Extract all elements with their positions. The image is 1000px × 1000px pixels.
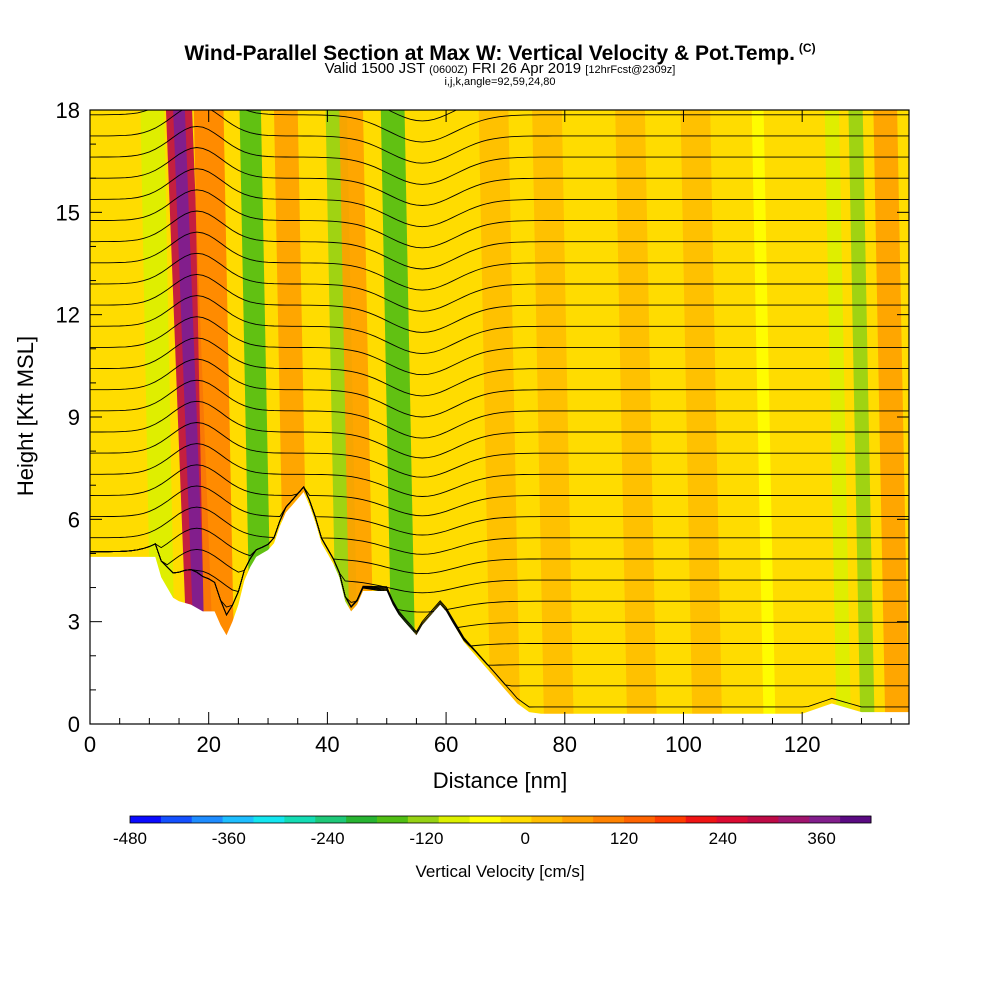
x-tick-label: 100 (665, 732, 702, 757)
colorbar-swatch (685, 816, 718, 823)
x-tick-label: 80 (553, 732, 577, 757)
isentrope-line (90, 486, 909, 647)
isentrope-line (90, 168, 909, 228)
isentrope-line (90, 147, 909, 206)
colorbar-swatch (747, 816, 779, 823)
isentrope-line (90, 273, 909, 333)
isentrope-line (90, 485, 909, 536)
colorbar-swatch (160, 816, 193, 823)
isentrope-line (90, 231, 909, 291)
colorbar-swatch (469, 816, 501, 823)
colorbar-swatch (500, 816, 532, 823)
colorbar-swatch (716, 816, 748, 823)
isentrope-line (90, 252, 909, 312)
x-tick-label: 40 (315, 732, 339, 757)
y-tick-label: 3 (68, 610, 80, 635)
chart-subtitle: Valid 1500 JST (0600Z) FRI 26 Apr 2019 [… (324, 60, 676, 77)
y-tick-label: 9 (68, 405, 80, 430)
isentrope-line (90, 358, 909, 418)
velocity-band (824, 110, 851, 724)
colorbar-frame (129, 815, 872, 824)
isentrope-line (90, 422, 909, 478)
velocity-band (615, 110, 657, 724)
colorbar-swatch (315, 816, 347, 823)
isentrope-line (90, 400, 909, 459)
velocity-band (680, 110, 723, 724)
colorbar-swatch (531, 816, 563, 823)
isentrope-line (90, 486, 909, 613)
pot-temp-contours (90, 110, 909, 708)
velocity-band (532, 110, 574, 724)
colorbar-swatch (840, 816, 872, 823)
y-tick-label: 18 (56, 98, 80, 123)
colorbar-swatch (562, 816, 594, 823)
velocity-band (848, 110, 875, 724)
isentrope-line (90, 486, 909, 575)
isentrope-line (90, 189, 909, 249)
colorbar-swatch (130, 816, 162, 823)
copyright-mark: (C) (798, 41, 816, 55)
colorbar-swatch (407, 816, 440, 823)
x-axis-label: Distance [nm] (432, 768, 568, 793)
x-tick-label: 0 (84, 732, 96, 757)
y-tick-label: 15 (56, 200, 80, 225)
isentrope-line (90, 210, 909, 270)
colorbar-swatch (222, 816, 254, 823)
chart-title: Wind-Parallel Section at Max W: Vertical… (184, 41, 816, 65)
colorbar-swatch (377, 816, 409, 823)
x-tick-label: 60 (434, 732, 458, 757)
velocity-band (339, 110, 375, 724)
colorbar-swatch (191, 816, 224, 823)
velocity-band (751, 110, 776, 724)
velocity-band (380, 110, 417, 724)
colorbar-swatch (284, 816, 316, 823)
isentrope-line (90, 379, 909, 439)
colorbar-tick-label: -360 (212, 829, 246, 848)
isentrope-line (90, 486, 909, 594)
colorbar-tick-label: 120 (610, 829, 638, 848)
isentrope-line (90, 110, 909, 164)
colorbar-tick-label: 360 (807, 829, 835, 848)
colorbar-label: Vertical Velocity [cm/s] (415, 862, 585, 881)
colorbar-swatch (654, 816, 687, 823)
y-axis-label: Height [Kft MSL] (13, 335, 38, 497)
colorbar-swatch (438, 816, 471, 823)
colorbar-swatch (593, 816, 625, 823)
y-tick-label: 0 (68, 712, 80, 737)
isentrope-line (90, 110, 909, 143)
colorbar-swatch (346, 816, 378, 823)
colorbar-tick-label: -120 (409, 829, 443, 848)
colorbar-swatch (809, 816, 841, 823)
isentrope-line (90, 443, 909, 497)
y-tick-label: 12 (56, 303, 80, 328)
isentrope-line (90, 125, 909, 185)
y-tick-label: 6 (68, 507, 80, 532)
colorbar-tick-label: 240 (709, 829, 737, 848)
colorbar-swatch (778, 816, 810, 823)
x-tick-label: 20 (196, 732, 220, 757)
velocity-band (193, 110, 236, 724)
colorbar-tick-label: -480 (113, 829, 147, 848)
isentrope-line (90, 464, 909, 517)
colorbar-swatch (253, 816, 285, 823)
colorbar-tick-label: 0 (520, 829, 529, 848)
colorbar-swatch (624, 816, 656, 823)
x-tick-label: 120 (784, 732, 821, 757)
terrain-mask (90, 492, 909, 724)
isentrope-line (90, 337, 909, 397)
isentrope-line (90, 295, 909, 355)
isentrope-line (90, 486, 909, 632)
grid-info: i,j,k,angle=92,59,24,80 (444, 76, 556, 88)
isentrope-line (90, 486, 909, 555)
isentrope-line (90, 316, 909, 376)
velocity-band (873, 110, 909, 724)
colorbar-tick-label: -240 (311, 829, 345, 848)
